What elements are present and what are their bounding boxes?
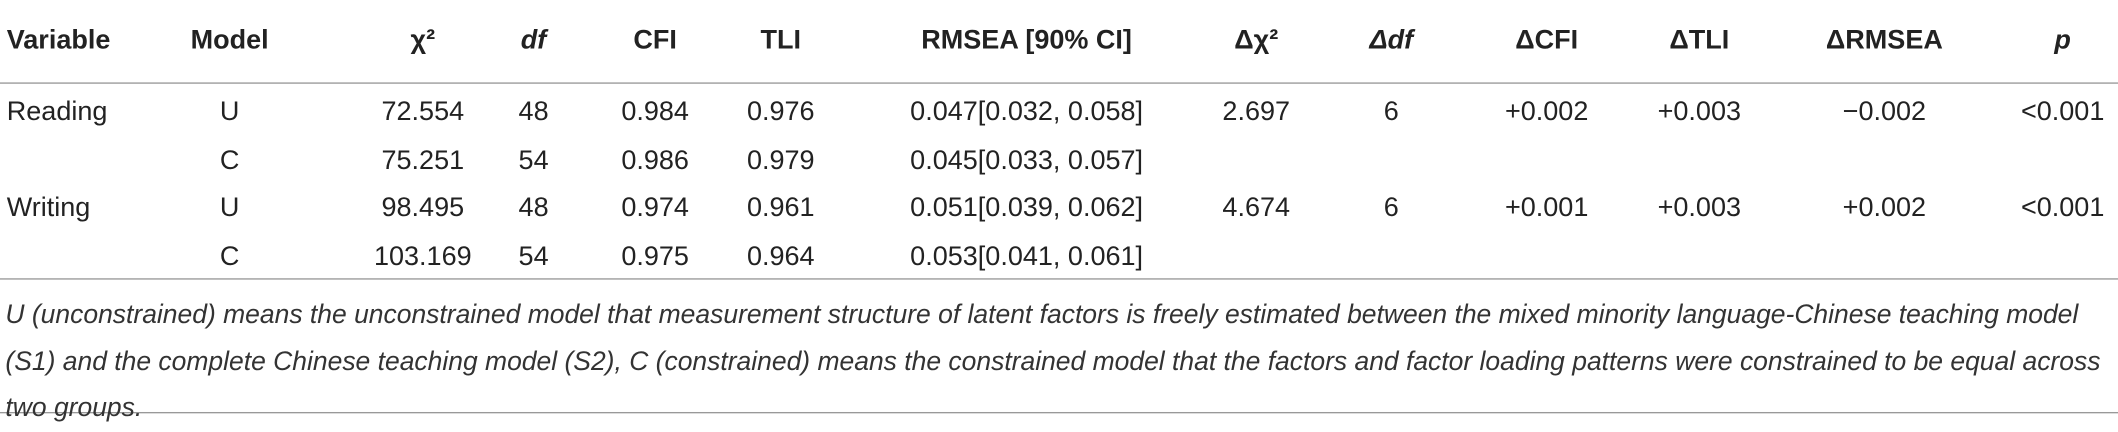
table-cell: Reading [6,97,108,127]
header-cell: ΔTLI [1669,25,1730,56]
header-cell: Δχ² [1234,25,1279,56]
table-cell: 0.979 [746,145,815,175]
header-cell: TLI [760,25,802,56]
page: {"table": { "header": ["Variable", "Mode… [0,25,2118,423]
header-cell: RMSEA [90% CI] [921,25,1132,56]
header-cell: df [520,25,547,56]
header-cell: Variable [6,25,111,56]
table-cell: 6 [1383,193,1399,223]
table-cell: +0.003 [1657,193,1742,223]
table-cell: 54 [518,145,549,175]
table-cell: 103.169 [373,241,472,271]
table-cell: C [219,241,240,271]
table-cell: 98.495 [381,193,465,223]
table-cell: 0.986 [621,145,689,175]
table-cell: 4.674 [1222,193,1291,223]
header-cell: Δdf [1369,25,1414,56]
table-cell: 72.554 [381,97,465,127]
table-cell: +0.001 [1504,193,1589,223]
header-cell: ΔRMSEA [1825,25,1943,56]
table-cell: 0.975 [621,241,689,271]
table-rule [0,278,2118,280]
table-cell: 0.961 [746,193,815,223]
table-cell: 0.974 [621,193,689,223]
table-cell: Writing [6,193,91,223]
table-cell: U [219,193,240,223]
table-cell: 0.053[0.041, 0.061] [910,241,1144,271]
table-cell: 0.984 [621,97,689,127]
table-cell: 0.964 [746,241,815,271]
header-cell: Model [190,25,269,56]
header-rule [0,82,2118,84]
table-cell: 75.251 [381,145,465,175]
table-cell: 0.045[0.033, 0.057] [910,145,1144,175]
table-cell: 6 [1383,97,1399,127]
header-cell: χ² [410,25,436,56]
table-cell: <0.001 [2020,193,2105,223]
table-cell: 0.976 [746,97,815,127]
table-cell: 48 [518,97,549,127]
table-cell: <0.001 [2020,97,2105,127]
table-cell: 0.051[0.039, 0.062] [910,193,1144,223]
table-cell: C [219,145,240,175]
header-cell: p [2054,25,2071,56]
header-cell: ΔCFI [1515,25,1579,56]
table-cell: +0.003 [1657,97,1742,127]
header-cell: CFI [633,25,677,56]
table-cell: +0.002 [1842,193,1927,223]
table-cell: 48 [518,193,549,223]
table-cell: +0.002 [1504,97,1589,127]
footnote: U (unconstrained) means the unconstraine… [5,299,2101,423]
table-cell: 0.047[0.032, 0.058] [910,97,1144,127]
table-figure: U (unconstrained) means the unconstraine… [0,25,2118,423]
table-cell: 54 [518,241,549,271]
table-cell: U [219,97,240,127]
table-cell: −0.002 [1842,97,1927,127]
table-cell: 2.697 [1222,97,1291,127]
